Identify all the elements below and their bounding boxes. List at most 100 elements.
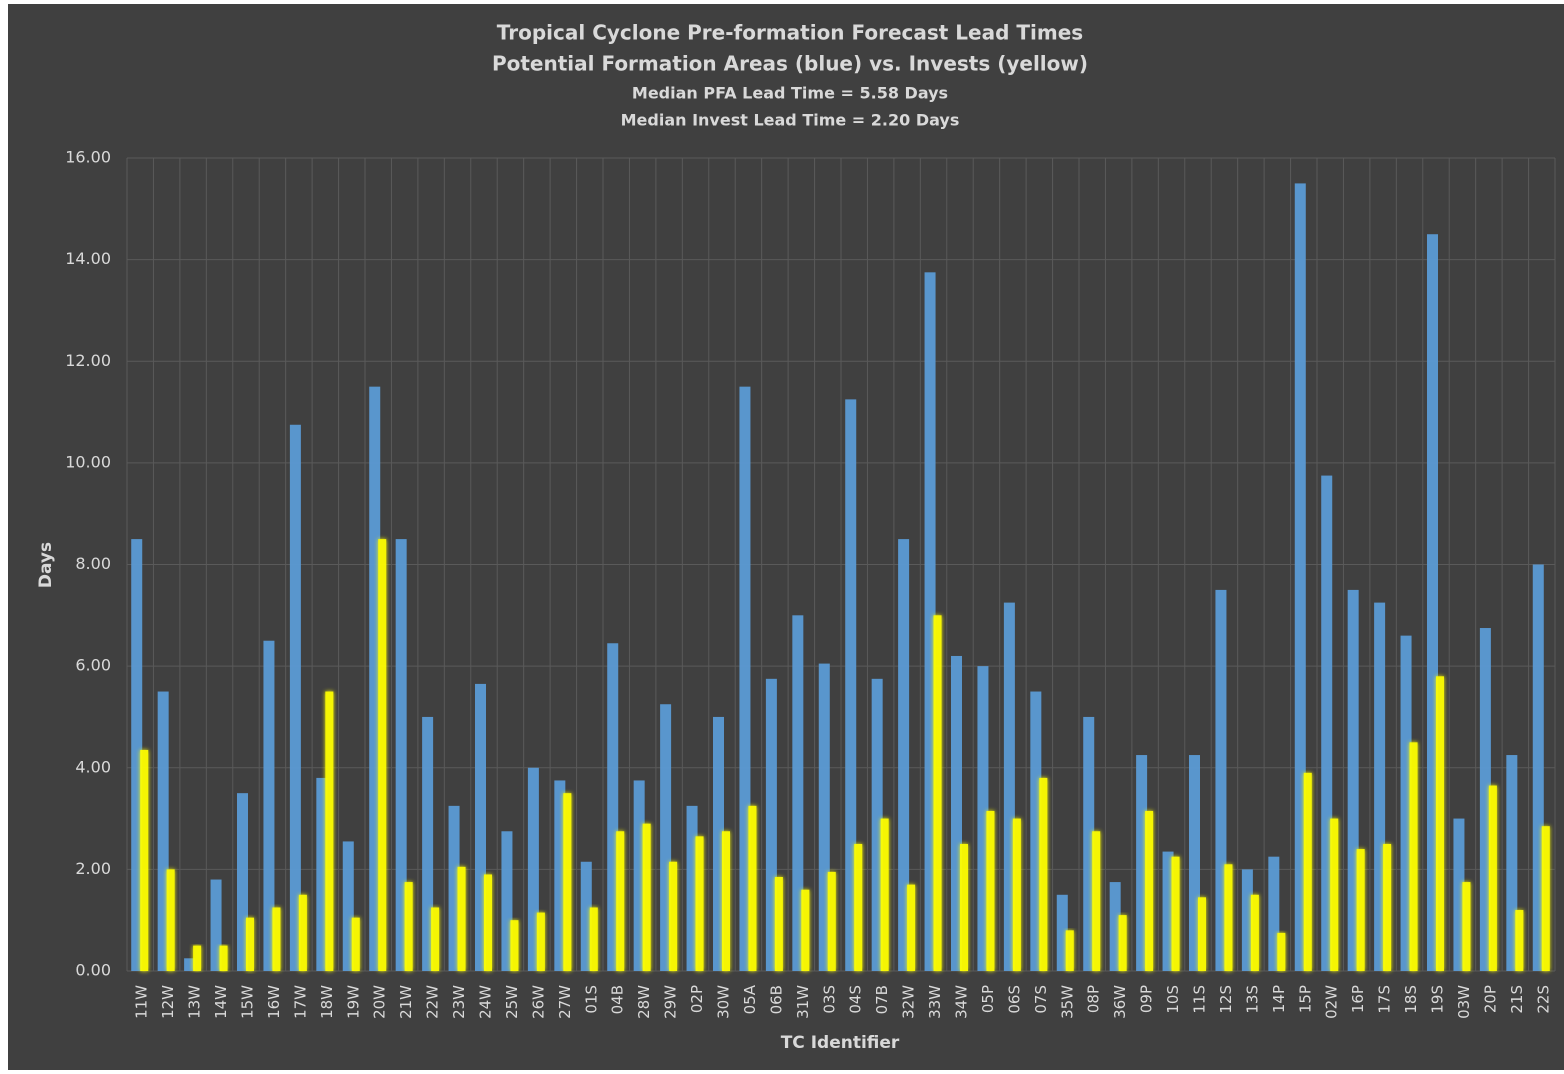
pfa-bar xyxy=(1056,894,1068,971)
invest-bar xyxy=(1092,831,1101,971)
invest-bar xyxy=(589,907,598,971)
x-tick-label: 16W xyxy=(265,985,283,1019)
invest-bar xyxy=(748,805,757,971)
pfa-bar xyxy=(1294,183,1306,971)
x-tick-label: 12W xyxy=(159,985,177,1019)
pfa-bar xyxy=(448,805,460,971)
x-tick-label: 27W xyxy=(556,985,574,1019)
invest-bar xyxy=(1118,915,1127,971)
invest-bar xyxy=(325,691,334,971)
x-tick-label: 15P xyxy=(1296,985,1314,1013)
invest-bar xyxy=(563,793,572,971)
pfa-bar xyxy=(898,539,910,971)
invest-bar xyxy=(960,843,968,971)
invest-bar xyxy=(1277,932,1286,971)
x-tick-label: 22W xyxy=(424,985,442,1019)
pfa-bar xyxy=(924,272,936,971)
invest-bar xyxy=(801,889,810,971)
invest-bar xyxy=(378,539,387,971)
x-tick-label: 32W xyxy=(900,985,918,1019)
y-tick-label: 10.00 xyxy=(65,452,111,471)
x-tick-label: 24W xyxy=(477,985,495,1019)
x-tick-label: 02W xyxy=(1323,985,1341,1019)
invest-bar xyxy=(536,912,545,971)
x-tick-label: 07B xyxy=(873,985,891,1014)
x-tick-label: 07S xyxy=(1032,985,1050,1014)
pfa-bar xyxy=(845,399,857,971)
pfa-bar xyxy=(1532,564,1544,971)
x-axis-label: TC Identifier xyxy=(781,1033,900,1053)
pfa-bar xyxy=(580,861,592,971)
pfa-bar xyxy=(131,539,143,971)
pfa-bar xyxy=(1347,589,1359,971)
x-tick-label: 01S xyxy=(582,985,600,1014)
invest-bar xyxy=(272,907,281,971)
x-tick-label: 20P xyxy=(1481,985,1499,1013)
x-tick-label: 11W xyxy=(133,985,151,1019)
x-tick-label: 05P xyxy=(979,985,997,1013)
pfa-bar xyxy=(289,424,301,971)
x-tick-label: 09P xyxy=(1138,985,1156,1013)
invest-bar xyxy=(404,882,413,971)
invest-bar xyxy=(457,866,466,971)
x-tick-label: 14P xyxy=(1270,985,1288,1013)
x-tick-label: 06B xyxy=(767,985,785,1014)
invest-bar xyxy=(933,615,942,971)
x-tick-label: 31W xyxy=(794,985,812,1019)
invest-bar xyxy=(1224,864,1233,971)
x-tick-label: 21W xyxy=(397,985,415,1019)
invest-bar xyxy=(1198,897,1206,971)
x-tick-label: 18S xyxy=(1402,985,1420,1014)
pfa-bar xyxy=(792,615,804,971)
pfa-bar xyxy=(316,777,328,971)
invest-bar xyxy=(642,823,651,971)
pfa-bar xyxy=(369,386,381,971)
x-tick-label: 22S xyxy=(1534,985,1552,1014)
invest-bar xyxy=(669,861,678,971)
invest-bar xyxy=(1250,894,1259,971)
pfa-bar xyxy=(1215,589,1227,971)
pfa-bar xyxy=(818,663,830,971)
y-tick-label: 4.00 xyxy=(75,757,111,776)
pfa-bar xyxy=(1479,628,1491,971)
invest-bar xyxy=(246,917,254,971)
y-tick-label: 14.00 xyxy=(65,249,111,268)
pfa-bar xyxy=(422,716,434,971)
x-tick-label: 33W xyxy=(926,985,944,1019)
invest-bar xyxy=(1409,742,1418,971)
x-tick-label: 36W xyxy=(1111,985,1129,1019)
pfa-bar xyxy=(1400,635,1412,971)
x-tick-label: 17S xyxy=(1376,985,1394,1014)
x-tick-label: 04S xyxy=(847,985,865,1014)
invest-bar xyxy=(880,818,889,971)
invest-bar xyxy=(431,907,440,971)
x-tick-label: 25W xyxy=(503,985,521,1019)
pfa-bar xyxy=(1241,869,1253,971)
pfa-bar xyxy=(871,678,883,971)
x-tick-label: 23W xyxy=(450,985,468,1019)
pfa-bar xyxy=(739,386,751,971)
pfa-bar xyxy=(263,640,275,971)
invest-bar xyxy=(907,884,916,971)
invest-bar xyxy=(1303,772,1312,971)
pfa-bar xyxy=(713,716,724,971)
x-tick-label: 15W xyxy=(239,985,257,1019)
pfa-bar xyxy=(1162,851,1174,971)
pfa-bar xyxy=(527,767,539,971)
y-axis-label: Days xyxy=(36,542,56,588)
invest-bar xyxy=(1488,785,1497,971)
x-tick-label: 26W xyxy=(529,985,547,1019)
invest-bar xyxy=(1383,843,1392,971)
chart-subtitle: Potential Formation Areas (blue) vs. Inv… xyxy=(492,52,1088,76)
x-tick-label: 28W xyxy=(635,985,653,1019)
x-tick-label: 18W xyxy=(318,985,336,1019)
pfa-bar xyxy=(1321,475,1333,971)
pfa-bar xyxy=(1427,234,1438,971)
x-tick-label: 16P xyxy=(1349,985,1367,1013)
invest-bar xyxy=(986,810,995,971)
invest-bar xyxy=(166,869,175,971)
annotation: Median Invest Lead Time = 2.20 Days xyxy=(621,111,960,130)
invest-bar xyxy=(219,945,228,971)
invest-bar xyxy=(1330,818,1339,971)
